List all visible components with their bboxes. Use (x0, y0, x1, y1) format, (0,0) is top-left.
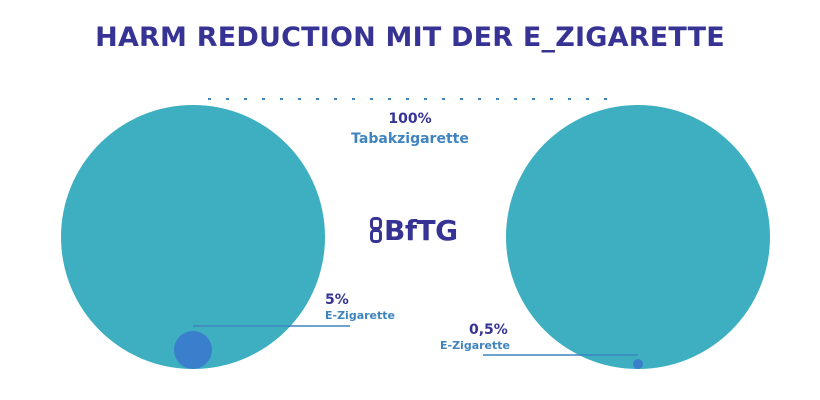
reference-label: Tabakzigarette (351, 131, 469, 147)
left-reference-circle (61, 105, 325, 369)
right-value: 0,5% (469, 322, 508, 338)
right-label: E-Zigarette (440, 339, 510, 352)
left-value: 5% (325, 292, 349, 308)
logo-text: BfTG (384, 213, 458, 247)
bftg-monogram-icon (370, 217, 382, 243)
right-ecig-circle (633, 359, 643, 369)
bftg-logo: BfTG (370, 213, 458, 247)
left-ecig-circle (174, 331, 212, 369)
page-title: HARM REDUCTION MIT DER E_ZIGARETTE (95, 22, 725, 53)
left-label: E-Zigarette (325, 309, 395, 322)
right-reference-circle (506, 105, 770, 369)
reference-value: 100% (388, 111, 432, 127)
